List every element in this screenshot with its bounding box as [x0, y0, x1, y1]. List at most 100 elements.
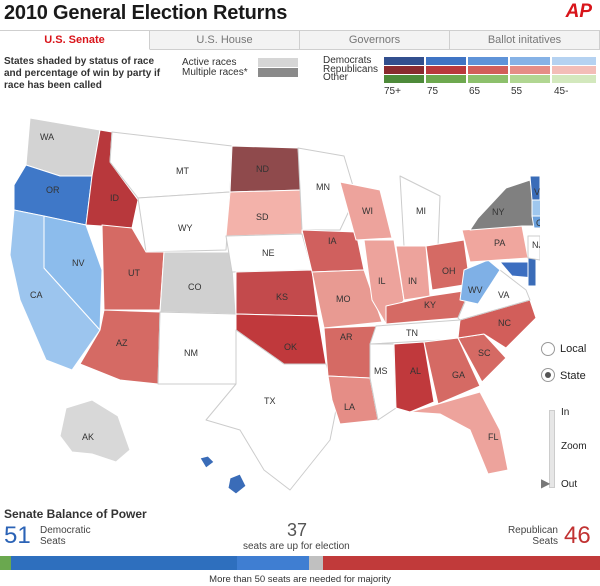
state-la[interactable] — [327, 375, 379, 425]
label-il: IL — [378, 276, 386, 286]
dem-label: Democratic Seats — [40, 525, 91, 547]
label-va: VA — [498, 290, 509, 300]
legend-description: States shaded by status of race and perc… — [4, 56, 161, 91]
up-label: seats are up for election — [243, 541, 350, 552]
label-ga: GA — [452, 370, 465, 380]
rep-count: 46 — [564, 522, 591, 549]
dem-scale — [384, 57, 598, 65]
active-races-swatch — [258, 58, 298, 67]
label-wa: WA — [40, 132, 54, 142]
majority-note: More than 50 seats are needed for majori… — [209, 574, 391, 585]
label-tx: TX — [264, 396, 276, 406]
state-wi[interactable] — [339, 181, 393, 241]
label-mt: MT — [176, 166, 189, 176]
state-radio[interactable] — [541, 368, 555, 382]
up-count: 37 — [287, 520, 308, 540]
label-la: LA — [344, 402, 355, 412]
label-ut: UT — [128, 268, 140, 278]
zoom-in-label[interactable]: In — [561, 407, 570, 418]
state-mo[interactable] — [311, 269, 383, 329]
state-ny[interactable] — [469, 179, 539, 231]
state-al[interactable] — [393, 341, 435, 413]
other-scale — [384, 75, 598, 83]
balance-title: Senate Balance of Power — [4, 507, 147, 521]
republicans-label: Republicans — [323, 63, 379, 75]
label-fl: FL — [488, 432, 499, 442]
state-mn[interactable] — [297, 147, 357, 231]
label-ne: NE — [262, 248, 275, 258]
label-id: ID — [110, 193, 120, 203]
zoom-out-label[interactable]: Out — [561, 479, 578, 490]
state-hi-big[interactable] — [227, 473, 247, 495]
map-legend: States shaded by status of race and perc… — [0, 54, 600, 100]
dem-held-bar — [11, 556, 237, 570]
label-ca: CA — [30, 290, 43, 300]
active-races-label: Active races — [182, 57, 237, 68]
zoom-handle-icon[interactable]: ▶ — [541, 476, 551, 490]
label-ak: AK — [82, 432, 94, 442]
label-oh: OH — [442, 266, 456, 276]
local-label: Local — [560, 343, 587, 355]
label-al: AL — [410, 366, 421, 376]
label-tn: TN — [406, 328, 418, 338]
local-radio[interactable] — [541, 342, 555, 356]
rep-label: Republican Seats — [507, 525, 558, 547]
pct-label-75plus: 75+ — [384, 86, 401, 97]
pct-label-75: 75 — [427, 86, 439, 97]
state-de[interactable] — [527, 257, 537, 287]
label-nm: NM — [184, 348, 198, 358]
label-ia: IA — [328, 236, 337, 246]
label-co: CO — [188, 282, 202, 292]
label-ks: KS — [276, 292, 288, 302]
state-nv[interactable] — [43, 215, 103, 331]
label-ok: OK — [284, 342, 297, 352]
state-wa[interactable] — [25, 117, 101, 177]
tab-bar: U.S. Senate U.S. House Governors Ballot … — [0, 30, 600, 50]
tab-us-senate[interactable]: U.S. Senate — [0, 30, 150, 50]
label-in: IN — [408, 276, 417, 286]
rep-scale — [384, 66, 598, 74]
label-sd: SD — [256, 212, 269, 222]
label-nc: NC — [498, 318, 511, 328]
label-wi: WI — [362, 206, 373, 216]
tab-governors[interactable]: Governors — [300, 30, 450, 50]
pct-label-45minus: 45- — [554, 86, 569, 97]
dem-count: 51 — [4, 522, 31, 549]
tab-us-house[interactable]: U.S. House — [150, 30, 300, 50]
label-ky: KY — [424, 300, 436, 310]
us-map[interactable]: WA OR CA NV ID MT WY UT AZ CO NM ND SD N… — [0, 104, 540, 504]
senate-balance-panel: Senate Balance of Power 51 Democratic Sea… — [0, 506, 600, 586]
dem-up-bar — [237, 556, 309, 570]
multiple-races-swatch — [258, 68, 298, 77]
state-wy[interactable] — [137, 191, 231, 253]
legend-party-labels: Democrats Republicans Other — [323, 56, 379, 83]
label-ny: NY — [492, 207, 505, 217]
label-wv: WV — [468, 285, 483, 295]
state-nj[interactable] — [527, 235, 540, 261]
state-ak[interactable] — [59, 399, 131, 463]
label-nd: ND — [256, 164, 269, 174]
label-pa: PA — [494, 238, 505, 248]
state-tx[interactable] — [205, 329, 339, 491]
zoom-slider[interactable] — [549, 410, 555, 488]
label-az: AZ — [116, 338, 128, 348]
pct-label-65: 65 — [469, 86, 481, 97]
undecided-bar — [309, 556, 323, 570]
state-ms[interactable] — [369, 343, 397, 421]
label-mn: MN — [316, 182, 330, 192]
label-wy: WY — [178, 223, 193, 233]
state-hi[interactable] — [199, 455, 215, 469]
label-nv: NV — [72, 258, 85, 268]
state-wv[interactable] — [459, 259, 501, 305]
label-ms: MS — [374, 366, 388, 376]
label-or: OR — [46, 185, 60, 195]
state-ma[interactable] — [531, 199, 540, 217]
state-ct[interactable] — [531, 215, 540, 229]
label-mo: MO — [336, 294, 351, 304]
tab-ballot-initiatives[interactable]: Ballot initatives — [450, 30, 600, 50]
ap-logo[interactable]: AP — [565, 1, 592, 22]
state-ga[interactable] — [423, 337, 481, 405]
state-fl[interactable] — [409, 391, 509, 475]
state-vt[interactable] — [529, 175, 540, 201]
page-title: 2010 General Election Returns — [4, 2, 288, 24]
